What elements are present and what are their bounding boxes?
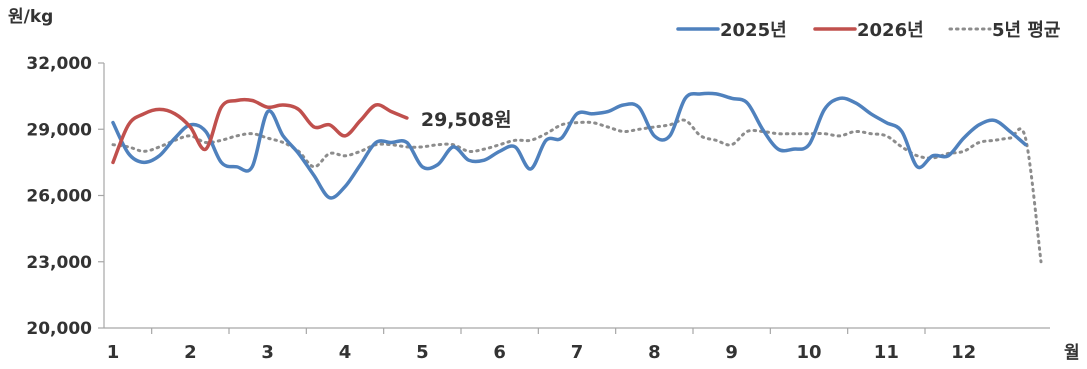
series-layer — [111, 91, 1043, 264]
x-axis-unit-label: 월 — [1064, 343, 1080, 363]
x-tick-label: 10 — [796, 342, 821, 363]
x-tick-label: 6 — [493, 342, 506, 363]
y-axis-unit-label: 원/kg — [8, 7, 53, 27]
x-tick-label: 7 — [571, 342, 584, 363]
series-line-avg — [111, 118, 1043, 264]
last-value-annotation: 29,508원 — [421, 109, 512, 131]
series-line-2025 — [111, 91, 1028, 200]
x-tick-label: 12 — [951, 342, 976, 363]
x-tick-label: 11 — [874, 342, 899, 363]
x-tick-label: 5 — [416, 342, 429, 363]
y-tick-label: 20,000 — [26, 319, 92, 339]
legend-label-1: 2026년 — [857, 20, 924, 41]
y-tick-label: 32,000 — [26, 54, 92, 74]
x-tick-label: 1 — [107, 342, 120, 363]
y-tick-label: 26,000 — [26, 187, 92, 207]
legend-label-2: 5년 평균 — [992, 20, 1060, 41]
legend: 2025년 2026년 5년 평균 — [676, 20, 1060, 41]
y-tick-label: 29,000 — [26, 120, 92, 140]
x-tick-label: 4 — [339, 342, 352, 363]
y-tick-label: 23,000 — [26, 253, 92, 273]
x-tick-label: 8 — [648, 342, 661, 363]
legend-label-0: 2025년 — [720, 20, 787, 41]
series-line-2026 — [111, 97, 409, 165]
x-tick-label: 9 — [725, 342, 738, 363]
x-tick-label: 2 — [184, 342, 197, 363]
x-tick-label: 3 — [261, 342, 274, 363]
